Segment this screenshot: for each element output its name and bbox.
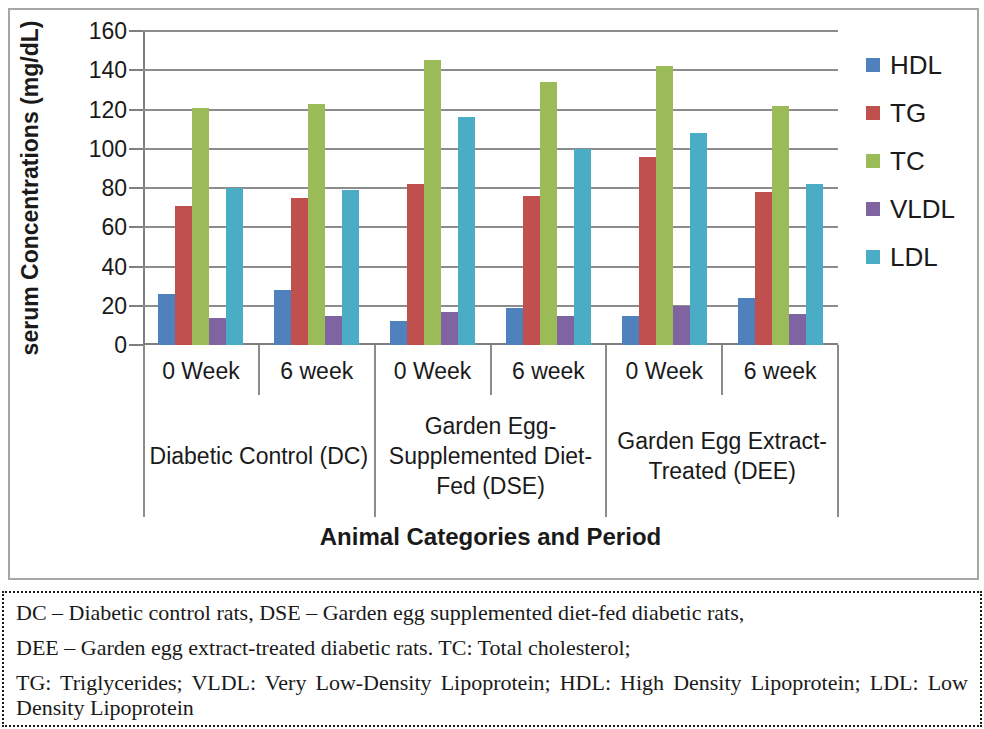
legend-swatch (866, 202, 880, 216)
y-tick-mark (129, 30, 143, 32)
group-divider (143, 345, 145, 517)
category-label: 0 Week (606, 345, 722, 395)
bar-hdl (158, 294, 175, 345)
y-tick-label: 160 (63, 18, 127, 44)
y-tick-mark (129, 226, 143, 228)
bar-hdl (738, 298, 755, 345)
chart-figure: serum Concentrations (mg/dL) Animal Cate… (8, 8, 979, 580)
key-line-1: DC – Diabetic control rats, DSE – Garden… (16, 600, 968, 625)
x-axis-title: Animal Categories and Period (143, 523, 838, 551)
y-tick-mark (129, 69, 143, 71)
gridline (143, 305, 838, 307)
category-label: 6 week (722, 345, 838, 395)
bar-vldl (789, 314, 806, 345)
bar-ldl (342, 190, 359, 345)
gridline (143, 187, 838, 189)
gridline (143, 30, 838, 32)
gridline (143, 69, 838, 71)
legend-label: HDL (890, 50, 942, 81)
legend-swatch (866, 250, 880, 264)
bar-hdl (390, 321, 407, 345)
bar-ldl (458, 117, 475, 345)
group-label: Garden Egg Extract-Treated (DEE) (606, 395, 838, 517)
y-tick-mark (129, 109, 143, 111)
category-label: 0 Week (143, 345, 259, 395)
legend-label: TC (890, 146, 925, 177)
bar-hdl (506, 308, 523, 345)
legend-swatch (866, 154, 880, 168)
plot-area: Animal Categories and Period 02040608010… (143, 31, 838, 345)
group-label: Garden Egg-Supplemented Diet-Fed (DSE) (375, 395, 607, 517)
legend-item: LDL (866, 242, 978, 272)
bar-vldl (325, 316, 342, 345)
bar-tc (308, 104, 325, 345)
legend-label: VLDL (890, 194, 955, 225)
legend: HDL TG TC VLDL LDL (866, 50, 978, 290)
week-divider (721, 345, 723, 395)
bar-ldl (806, 184, 823, 345)
bar-tc (192, 108, 209, 345)
week-divider (490, 345, 492, 395)
y-tick-label: 140 (63, 57, 127, 83)
bar-tg (291, 198, 308, 345)
y-tick-mark (129, 148, 143, 150)
y-tick-mark (129, 305, 143, 307)
bar-ldl (690, 133, 707, 345)
bar-vldl (209, 318, 226, 345)
category-label: 6 week (259, 345, 375, 395)
week-divider (258, 345, 260, 395)
bar-ldl (226, 188, 243, 345)
gridline (143, 148, 838, 150)
bar-ldl (574, 149, 591, 345)
bar-tg (755, 192, 772, 345)
y-tick-label: 120 (63, 97, 127, 123)
gridline (143, 266, 838, 268)
legend-item: VLDL (866, 194, 978, 224)
y-axis-title: serum Concentrations (mg/dL) (17, 13, 47, 363)
bar-hdl (274, 290, 291, 345)
bar-vldl (441, 312, 458, 345)
bar-tg (523, 196, 540, 345)
legend-swatch (866, 58, 880, 72)
bar-tc (656, 66, 673, 345)
group-label: Diabetic Control (DC) (143, 395, 375, 517)
bar-hdl (622, 316, 639, 345)
gridline (143, 109, 838, 111)
y-tick-label: 0 (63, 332, 127, 358)
y-tick-mark (129, 266, 143, 268)
legend-label: TG (890, 98, 926, 129)
legend-item: HDL (866, 50, 978, 80)
group-divider (837, 345, 839, 517)
legend-item: TG (866, 98, 978, 128)
bar-tg (639, 157, 656, 345)
y-tick-label: 100 (63, 136, 127, 162)
bar-vldl (673, 306, 690, 345)
bar-tc (424, 60, 441, 345)
group-divider (374, 345, 376, 517)
key-line-3: TG: Triglycerides; VLDL: Very Low-Densit… (16, 670, 968, 720)
gridline (143, 226, 838, 228)
legend-swatch (866, 106, 880, 120)
legend-item: TC (866, 146, 978, 176)
bar-tc (772, 106, 789, 345)
y-tick-mark (129, 344, 143, 346)
bar-vldl (557, 316, 574, 345)
y-tick-label: 40 (63, 254, 127, 280)
bar-tc (540, 82, 557, 345)
y-tick-label: 80 (63, 175, 127, 201)
y-tick-label: 60 (63, 214, 127, 240)
y-tick-mark (129, 187, 143, 189)
bar-tg (407, 184, 424, 345)
category-label: 6 week (491, 345, 607, 395)
category-label: 0 Week (375, 345, 491, 395)
group-divider (605, 345, 607, 517)
bar-tg (175, 206, 192, 345)
abbreviation-key: DC – Diabetic control rats, DSE – Garden… (2, 591, 982, 727)
y-tick-label: 20 (63, 293, 127, 319)
legend-label: LDL (890, 242, 938, 273)
key-line-2: DEE – Garden egg extract-treated diabeti… (16, 635, 968, 660)
